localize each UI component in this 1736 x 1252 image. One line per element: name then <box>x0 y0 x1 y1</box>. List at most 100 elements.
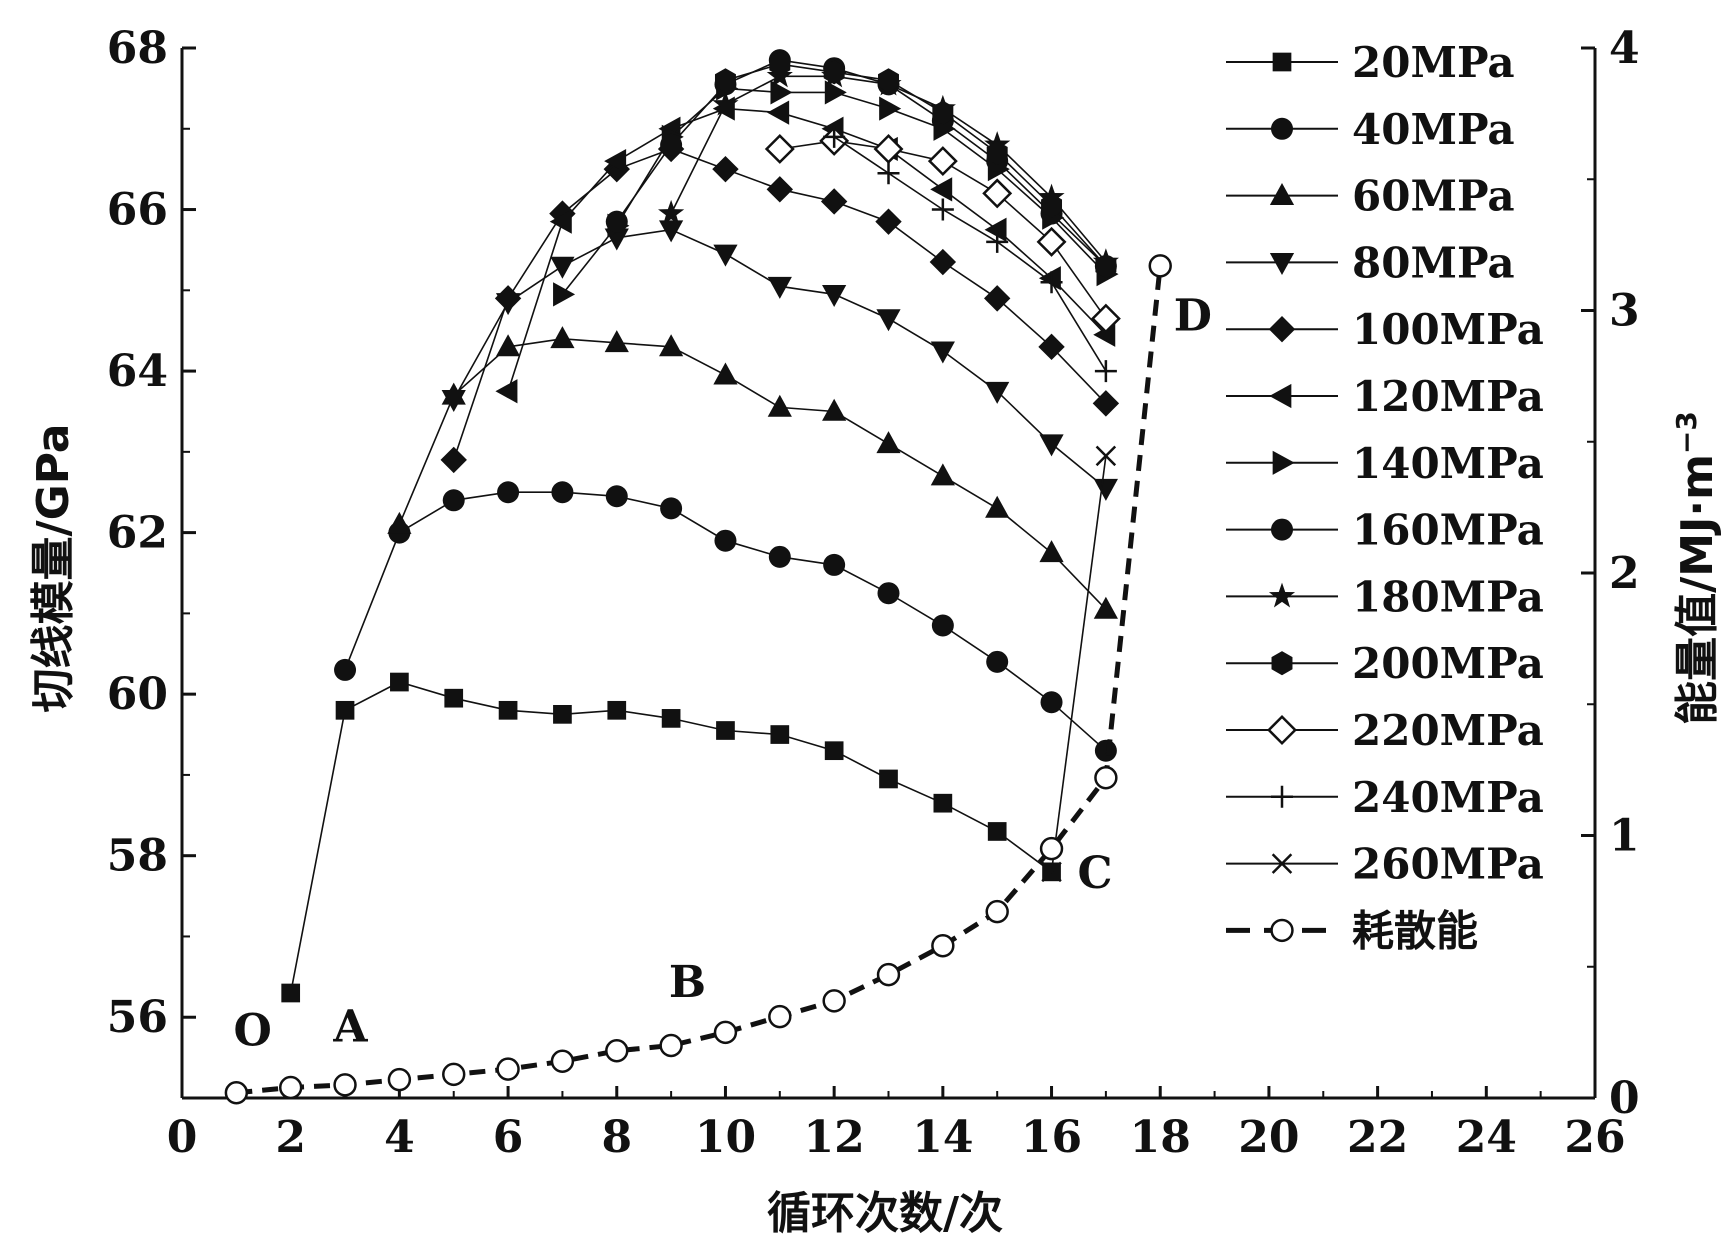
x-tick-label: 10 <box>695 1112 756 1163</box>
data-point <box>820 188 848 215</box>
data-point <box>987 822 1007 841</box>
x-tick-label: 4 <box>384 1112 415 1163</box>
x-tick-label: 12 <box>804 1112 865 1163</box>
x-tick-label: 24 <box>1456 1112 1517 1163</box>
data-point <box>441 389 466 412</box>
y2-tick-label: 4 <box>1609 23 1640 74</box>
data-point <box>1038 266 1061 291</box>
legend-marker <box>1272 52 1292 72</box>
data-point <box>281 983 301 1003</box>
data-point <box>769 52 791 77</box>
legend-item: 120MPa <box>1226 372 1544 421</box>
data-point <box>1148 254 1172 278</box>
data-point <box>550 1049 575 1073</box>
x-tick-label: 20 <box>1238 1112 1299 1163</box>
legend-marker <box>1269 182 1295 205</box>
annotation-A: A <box>332 1001 368 1052</box>
legend-marker <box>1269 253 1295 276</box>
legend-item: 240MPa <box>1226 773 1544 822</box>
data-point <box>333 1073 357 1097</box>
data-point <box>335 700 355 720</box>
data-point <box>387 511 412 534</box>
data-point <box>442 1062 466 1087</box>
data-point <box>822 989 846 1013</box>
legend-label: 260MPa <box>1352 840 1544 889</box>
legend-marker <box>1271 853 1293 874</box>
data-point <box>877 162 900 185</box>
y2-tick-label: 2 <box>1609 548 1640 599</box>
data-point <box>440 446 467 474</box>
data-point <box>661 709 681 728</box>
series-240MPa <box>823 125 1117 383</box>
data-point <box>1038 333 1065 361</box>
data-point <box>497 481 520 504</box>
data-point <box>767 394 792 417</box>
data-point <box>334 658 357 681</box>
legend-label: 20MPa <box>1352 38 1515 87</box>
data-point <box>986 650 1009 673</box>
data-point <box>877 582 900 605</box>
data-point <box>1090 303 1121 334</box>
legend-item: 180MPa <box>1226 572 1544 621</box>
data-point <box>982 178 1013 209</box>
data-point <box>823 60 845 85</box>
legend-marker <box>1267 715 1297 745</box>
legend-marker <box>1271 518 1293 541</box>
legend-label: 60MPa <box>1352 172 1515 221</box>
series-100MPa <box>440 135 1120 474</box>
x-tick-label: 16 <box>1021 1112 1082 1163</box>
series-line <box>1050 455 1107 872</box>
legend-item: 160MPa <box>1226 506 1544 555</box>
data-point <box>604 330 629 353</box>
data-point <box>822 398 847 421</box>
data-point <box>927 146 958 177</box>
data-point <box>390 672 409 692</box>
data-point <box>442 489 465 512</box>
data-point <box>603 155 630 183</box>
data-point <box>875 208 902 235</box>
series-20MPa <box>281 672 1061 1003</box>
series-line <box>398 337 1107 610</box>
y-tick-label: 60 <box>107 669 168 720</box>
data-point <box>553 282 576 307</box>
y-tick-label: 64 <box>107 346 168 397</box>
data-point <box>931 614 954 637</box>
series-220MPa <box>764 125 1121 334</box>
series-40MPa <box>334 481 1117 762</box>
data-point <box>604 148 627 174</box>
data-point <box>878 68 899 93</box>
x-tick-label: 14 <box>912 1112 973 1163</box>
y-tick-label: 58 <box>107 831 168 882</box>
legend: 20MPa 40MPa 60MPa 80MPa 100MPa 120MPa 140MPa 16… <box>1226 38 1544 955</box>
data-point <box>605 1039 629 1063</box>
legend-label: 180MPa <box>1352 572 1544 621</box>
legend-item: 260MPa <box>1226 840 1544 889</box>
legend-item: 60MPa <box>1226 172 1515 221</box>
data-point <box>930 177 953 202</box>
y-tick-label: 68 <box>107 23 168 74</box>
data-point <box>660 497 683 520</box>
data-point <box>985 381 1010 404</box>
annotation-O: O <box>233 1006 271 1057</box>
data-point <box>551 481 574 504</box>
data-point <box>929 248 957 276</box>
data-point <box>712 155 739 183</box>
data-point <box>824 741 844 761</box>
data-point <box>387 1067 412 1092</box>
legend-marker <box>1269 383 1292 409</box>
legend-marker <box>1271 785 1293 808</box>
data-point <box>224 1081 249 1105</box>
data-point <box>876 431 901 454</box>
legend-marker <box>1271 117 1293 140</box>
legend-label: 耗散能 <box>1352 906 1478 955</box>
data-point <box>824 80 847 105</box>
data-point <box>714 68 736 93</box>
data-point <box>716 721 735 740</box>
data-point <box>930 341 955 364</box>
x-tick-label: 26 <box>1564 1112 1625 1163</box>
data-point <box>767 276 792 299</box>
legend-marker <box>1272 450 1295 475</box>
data-point <box>495 334 521 357</box>
data-point <box>659 220 684 243</box>
series-260MPa <box>1041 445 1117 883</box>
